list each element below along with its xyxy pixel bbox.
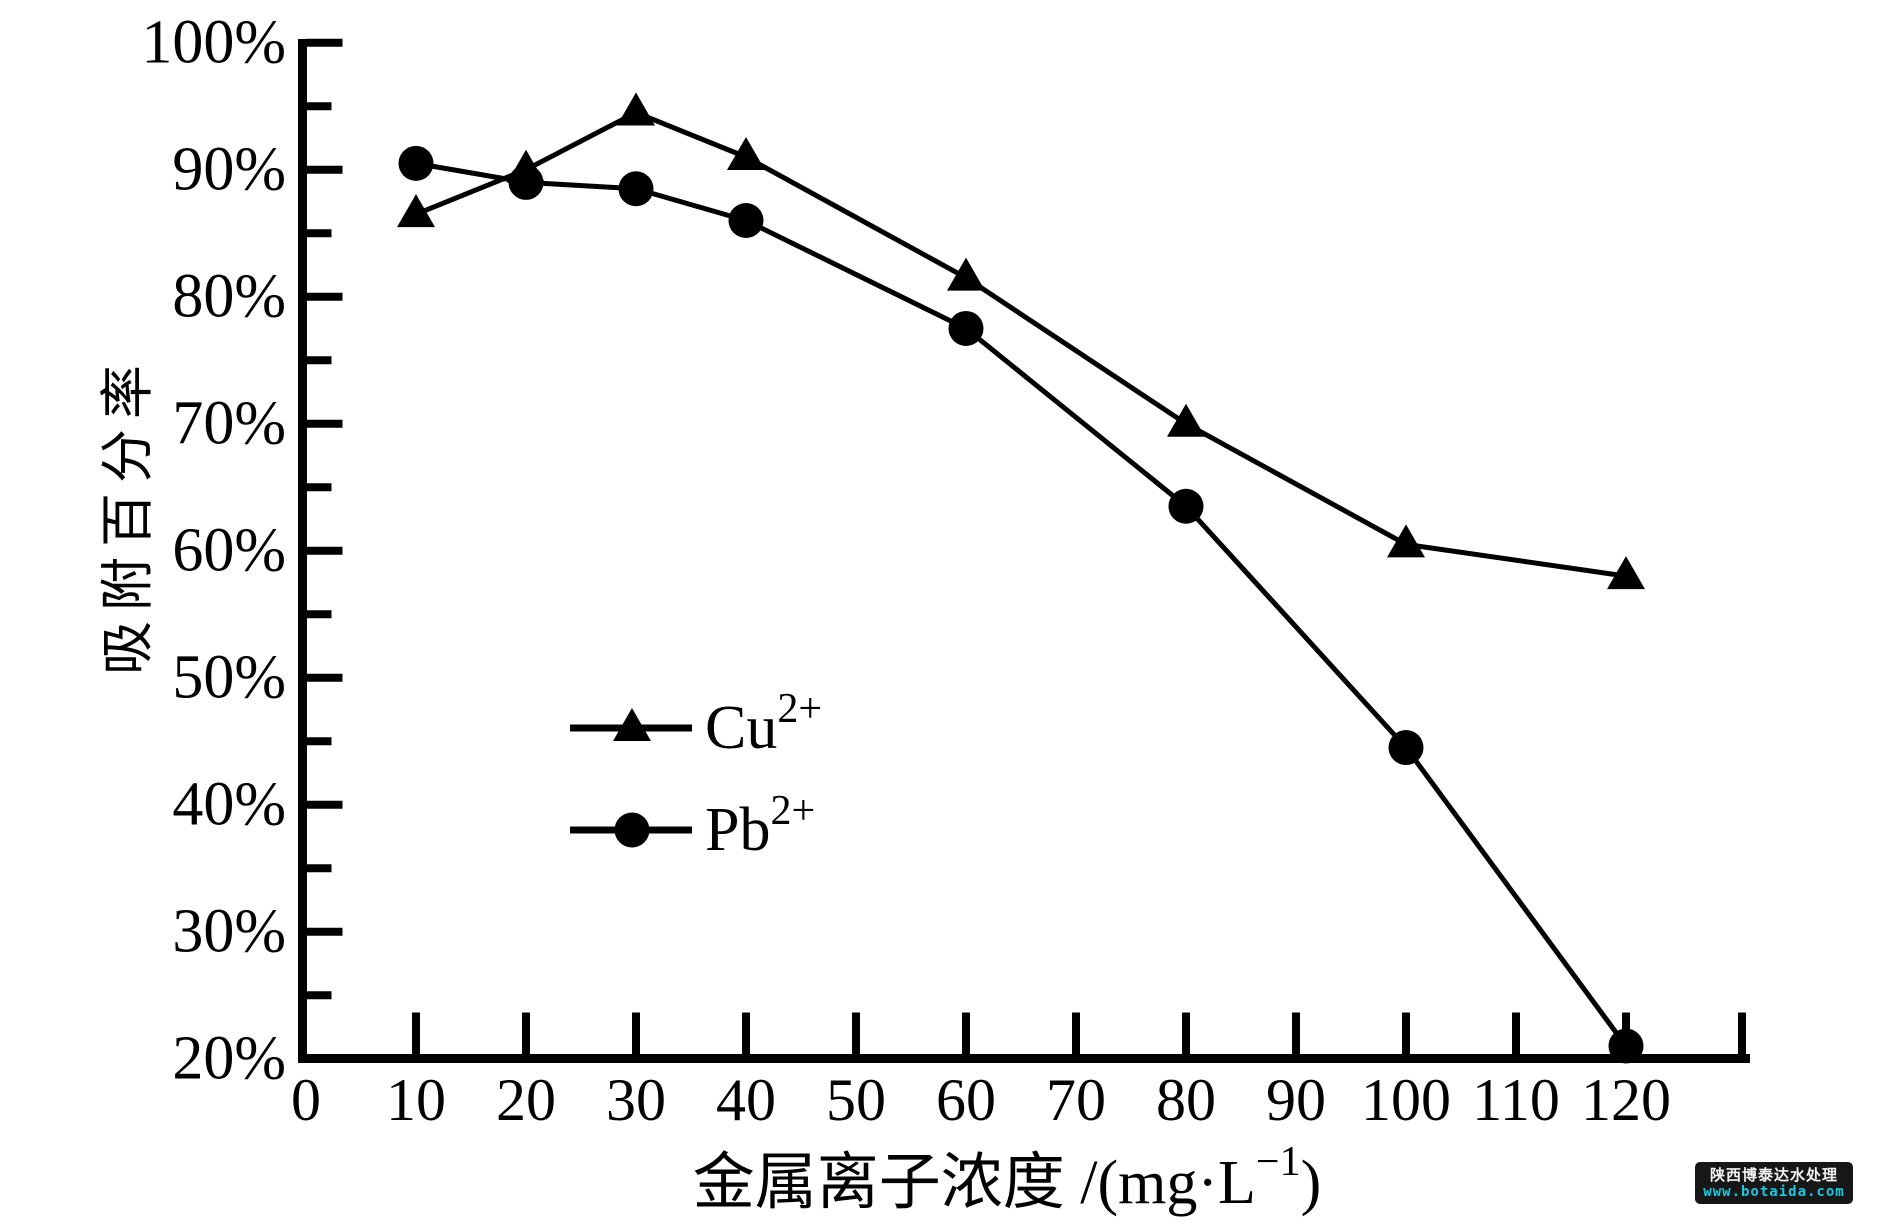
pb-marker [1388,730,1424,766]
pb-series-line [415,160,1629,1048]
watermark-url[interactable]: www.botaida.com [1703,1183,1845,1200]
x-tick-label: 40 [716,1067,776,1133]
legend-circle-marker [614,812,650,848]
cu-marker [1387,524,1425,558]
x-tick-label: 10 [386,1067,446,1133]
y-tick-label: 90% [172,136,286,204]
y-tick-label: 60% [172,517,286,585]
x-tick-label: 100 [1361,1067,1451,1133]
cu-marker [397,194,435,228]
cu-marker [727,137,765,170]
watermark-company: 陕西博泰达水处理 [1709,1165,1838,1184]
pb-marker [618,171,654,207]
legend-label-pb: Pb2+ [705,788,815,864]
x-tick-label: 30 [606,1067,666,1133]
cu-marker [1167,403,1205,437]
x-tick-label: 110 [1472,1067,1560,1133]
legend-triangle-marker [613,708,651,741]
pb-marker [398,145,434,181]
pb-marker [728,203,764,238]
y-axis-title: 吸附百分率 [98,355,158,675]
x-tick-label: 120 [1581,1067,1671,1133]
x-tick-label: 80 [1156,1067,1216,1133]
x-tick-label: 90 [1266,1067,1326,1133]
x-tick-label: 20 [496,1067,556,1133]
legend-label-cu: Cu2+ [705,686,822,762]
y-tick-label: 20% [172,1025,286,1093]
cu-marker [1607,556,1645,590]
y-tick-label: 100% [141,9,286,77]
y-tick-label: 30% [172,898,286,966]
x-tick-label: 0 [291,1067,321,1133]
pb-marker [1608,1028,1644,1064]
x-tick-label: 50 [826,1067,886,1133]
pb-marker [1168,488,1204,524]
x-tick-label: 60 [936,1067,996,1133]
x-axis-title: 金属离子浓度 /(mg·L−1) [693,1139,1321,1217]
cu-marker [617,92,655,126]
pb-marker [948,310,984,346]
cu-series-line [415,110,1627,579]
cu-marker [947,257,985,291]
x-tick-label: 70 [1046,1067,1106,1133]
watermark-badge: 陕西博泰达水处理 www.botaida.com [1695,1162,1853,1204]
y-tick-label: 50% [172,644,286,712]
y-tick-label: 80% [172,263,286,331]
y-tick-label: 40% [172,771,286,839]
pb-marker [508,164,544,200]
y-tick-label: 70% [172,390,286,458]
